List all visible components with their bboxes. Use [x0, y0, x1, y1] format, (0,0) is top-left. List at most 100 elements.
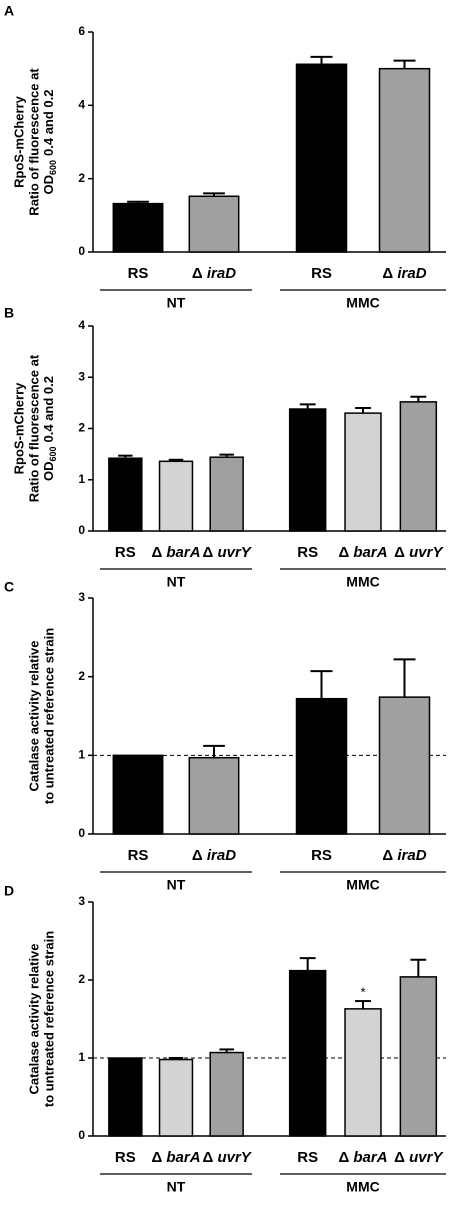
panel-label: C [4, 579, 14, 595]
y-tick-label: 3 [78, 369, 85, 383]
delta: Δ [203, 544, 214, 561]
delta: Δ [394, 544, 405, 561]
y-tick-label: 2 [78, 171, 85, 185]
group-label: MMC [346, 574, 379, 590]
x-tick-label: RS [128, 847, 149, 864]
y-axis-label: to untreated reference strain [41, 931, 56, 1107]
bar [209, 456, 244, 532]
x-tick-label: Δ uvrY [203, 544, 253, 561]
y-axis-label: OD600 0.4 and 0.2 [41, 376, 58, 481]
gene-name: uvrY [405, 544, 445, 561]
gene-name: iraD [203, 265, 237, 282]
y-axis-label: OD600 0.4 and 0.2 [41, 89, 58, 194]
gene-name: uvrY [213, 544, 253, 561]
bar [158, 460, 194, 532]
gene-name: uvrY [213, 1149, 253, 1166]
gene-name: barA [349, 544, 387, 561]
delta: Δ [338, 1149, 349, 1166]
delta: Δ [192, 265, 203, 282]
significance-mark: * [360, 984, 365, 999]
y-axis-label: RpoS-mCherry [11, 382, 26, 475]
delta: Δ [394, 1149, 405, 1166]
bar [378, 67, 431, 253]
x-tick-label: Δ iraD [192, 265, 236, 282]
y-tick-label: 6 [78, 24, 85, 38]
gene-name: uvrY [405, 1149, 445, 1166]
gene-name: barA [162, 1149, 200, 1166]
bar [344, 412, 382, 532]
y-axis-label: Catalase activity relative [26, 943, 41, 1094]
y-axis-label: Ratio of fluorescence at [26, 68, 41, 216]
y-axis-label: to untreated reference strain [41, 628, 56, 804]
x-tick-label: RS [297, 1149, 318, 1166]
x-tick-label: Δ barA [338, 1149, 387, 1166]
panel-label: D [4, 883, 14, 899]
y-tick-label: 4 [78, 98, 85, 112]
x-tick-label: Δ barA [151, 1149, 200, 1166]
y-axis-label-text: 0.4 and 0.2 [41, 376, 56, 442]
bar [399, 401, 438, 532]
group-label: NT [167, 877, 186, 893]
panel-label: B [4, 305, 14, 321]
gene-name: iraD [393, 847, 427, 864]
delta: Δ [382, 847, 393, 864]
gene-name: iraD [203, 847, 237, 864]
x-tick-label: Δ uvrY [394, 1149, 444, 1166]
group-label: NT [167, 1179, 186, 1195]
x-tick-label: RS [115, 544, 136, 561]
y-tick-label: 1 [78, 1050, 85, 1064]
bar [112, 754, 164, 835]
delta: Δ [192, 847, 203, 864]
bar [288, 969, 327, 1137]
delta: Δ [151, 544, 162, 561]
bar [288, 408, 327, 532]
y-axis-label-subscript: 600 [48, 160, 58, 175]
x-tick-label: Δ iraD [382, 847, 426, 864]
y-tick-label: 1 [78, 748, 85, 762]
y-tick-label: 1 [78, 472, 85, 486]
x-tick-label: Δ uvrY [203, 1149, 253, 1166]
x-tick-label: Δ iraD [382, 265, 426, 282]
gene-name: barA [162, 544, 200, 561]
delta: Δ [203, 1149, 214, 1166]
bar [399, 976, 438, 1137]
bar [295, 63, 348, 253]
group-label: MMC [346, 295, 379, 311]
x-tick-label: Δ iraD [192, 847, 236, 864]
bar [188, 756, 240, 835]
y-tick-label: 0 [78, 826, 85, 840]
group-label: NT [167, 295, 186, 311]
panel-label: A [4, 3, 14, 19]
group-label: MMC [346, 877, 379, 893]
group-label: MMC [346, 1179, 379, 1195]
y-axis-label-text: OD [41, 462, 56, 482]
delta: Δ [151, 1149, 162, 1166]
y-tick-label: 3 [78, 590, 85, 604]
bar [378, 696, 431, 835]
x-tick-label: RS [311, 847, 332, 864]
bar [158, 1058, 194, 1137]
y-tick-label: 2 [78, 421, 85, 435]
x-tick-label: RS [128, 265, 149, 282]
y-axis-label: Catalase activity relative [26, 640, 41, 791]
y-tick-label: 4 [78, 318, 85, 332]
x-tick-label: Δ barA [151, 544, 200, 561]
delta: Δ [382, 265, 393, 282]
y-axis-label-text: 0.4 and 0.2 [41, 89, 56, 155]
y-axis-label-subscript: 600 [48, 446, 58, 461]
bar [209, 1051, 244, 1137]
bar [108, 1057, 143, 1137]
group-label: NT [167, 574, 186, 590]
y-tick-label: 2 [78, 972, 85, 986]
bar [295, 697, 348, 835]
y-tick-label: 0 [78, 1128, 85, 1142]
y-tick-label: 0 [78, 244, 85, 258]
y-tick-label: 0 [78, 523, 85, 537]
x-tick-label: RS [297, 544, 318, 561]
x-tick-label: RS [115, 1149, 136, 1166]
x-tick-label: RS [311, 265, 332, 282]
x-tick-label: Δ uvrY [394, 544, 444, 561]
y-axis-label: Ratio of fluorescence at [26, 354, 41, 502]
delta: Δ [338, 544, 349, 561]
